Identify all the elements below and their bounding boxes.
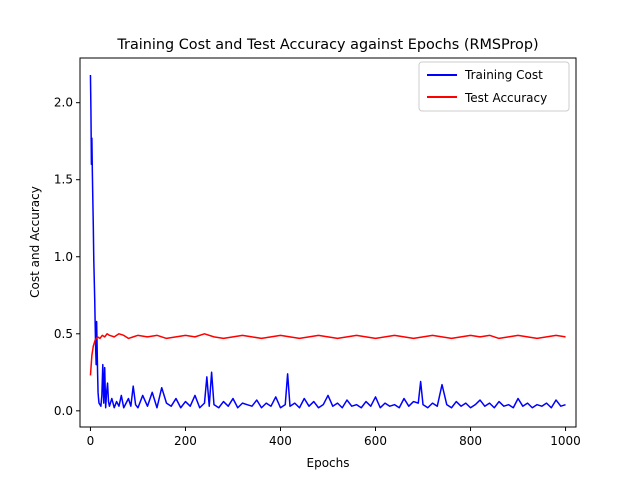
x-tick-label: 400: [269, 434, 292, 448]
y-tick-label: 1.5: [54, 173, 73, 187]
x-axis-label: Epochs: [307, 456, 350, 470]
plot-area: [79, 57, 577, 428]
legend: Training Cost Test Accuracy: [418, 61, 570, 112]
y-axis-label: Cost and Accuracy: [28, 186, 42, 298]
series-layer: [89, 74, 566, 409]
y-axis-ticks: 0.0 0.5 1.0 1.5 2.0: [54, 96, 80, 418]
series-line-training-cost: [89, 74, 566, 409]
x-axis-ticks: 0 200 400 600 800 1000: [87, 427, 581, 448]
y-tick-label: 2.0: [54, 96, 73, 110]
chart-title: Training Cost and Test Accuracy against …: [116, 37, 538, 53]
axes-frame: [79, 57, 577, 428]
x-tick-label: 800: [459, 434, 482, 448]
x-tick-label: 200: [174, 434, 197, 448]
legend-label-training-cost: Training Cost: [464, 68, 543, 82]
series-line-test-accuracy: [89, 333, 566, 376]
x-tick-label: 600: [364, 434, 387, 448]
y-tick-label: 1.0: [54, 250, 73, 264]
y-tick-label: 0.0: [54, 404, 73, 418]
y-tick-label: 0.5: [54, 327, 73, 341]
x-tick-label: 1000: [550, 434, 581, 448]
legend-label-test-accuracy: Test Accuracy: [464, 91, 547, 105]
x-tick-label: 0: [87, 434, 95, 448]
